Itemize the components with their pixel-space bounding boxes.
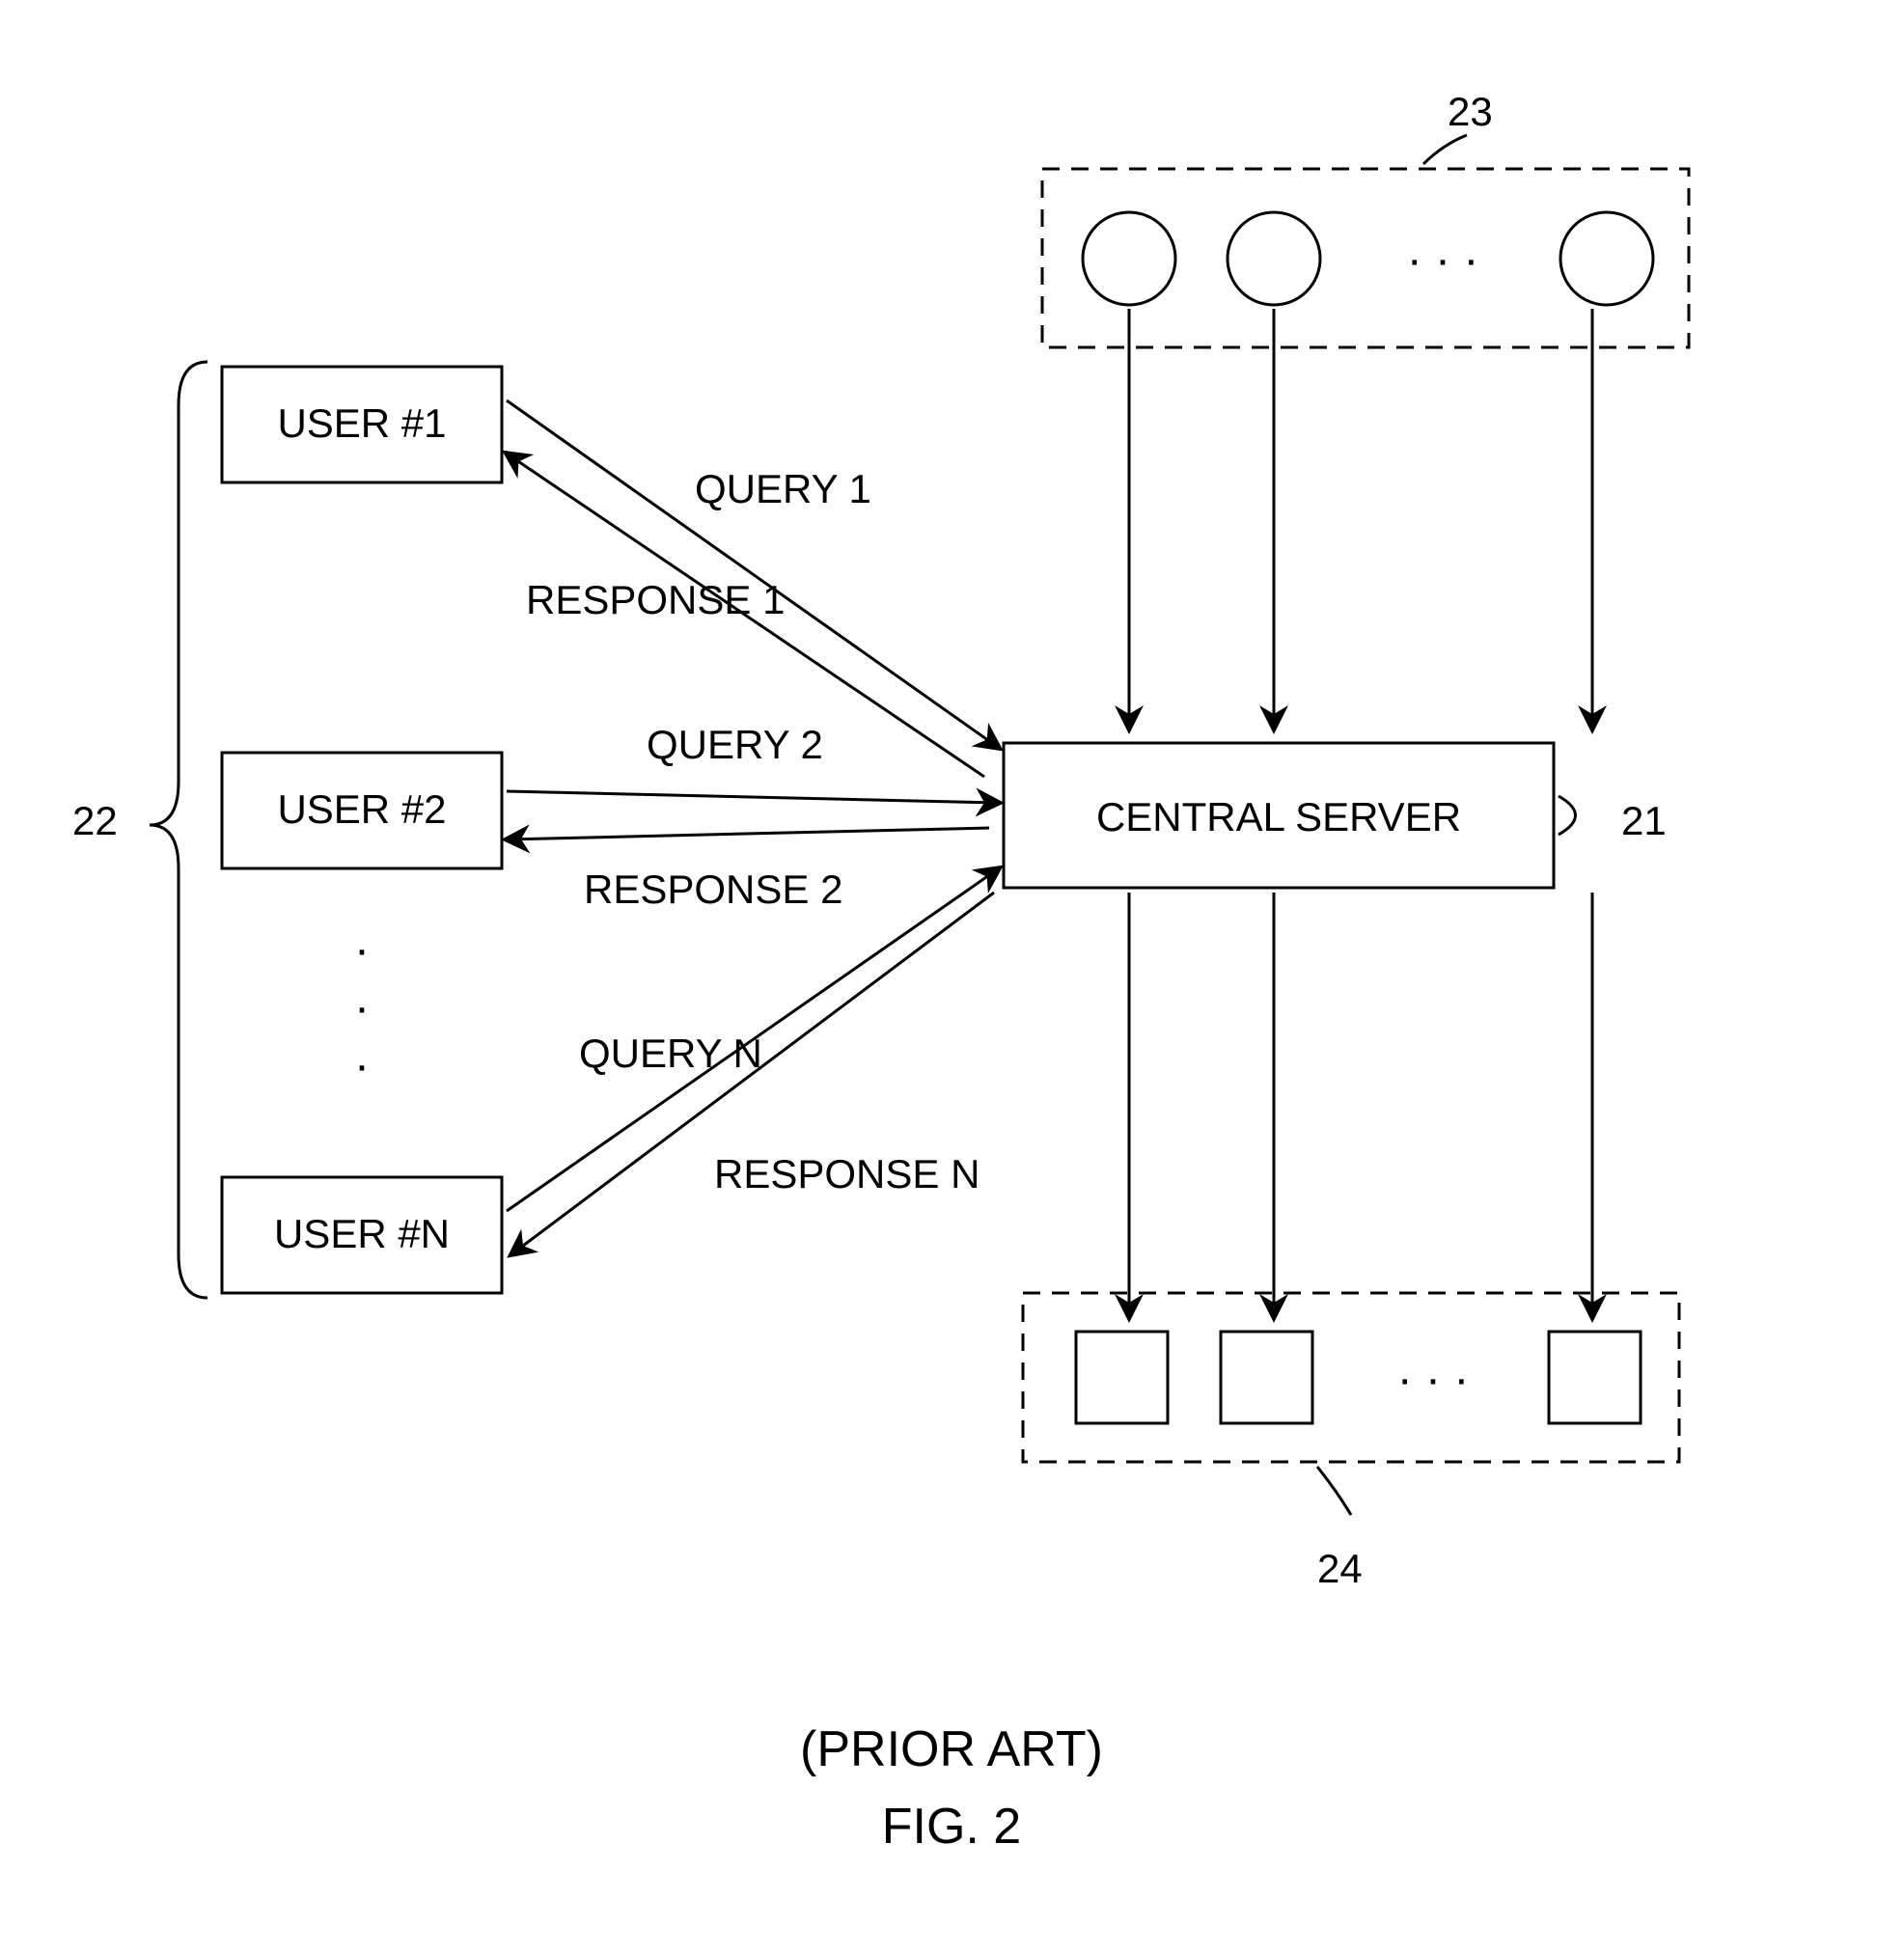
query-n-label: QUERY N	[579, 1031, 762, 1076]
response-1-label: RESPONSE 1	[526, 577, 785, 622]
user-label-2: USER #2	[277, 786, 446, 832]
users-vdots: ·	[354, 924, 370, 976]
sink-box	[1076, 1332, 1168, 1423]
caption-prior-art: (PRIOR ART)	[800, 1721, 1103, 1777]
user-label-n: USER #N	[274, 1211, 450, 1256]
sources-dots: · · ·	[1407, 234, 1479, 286]
ref-label-24: 24	[1317, 1546, 1363, 1591]
sinks-box	[1023, 1293, 1679, 1462]
source-circle	[1228, 212, 1320, 305]
central-server-label: CENTRAL SERVER	[1096, 794, 1461, 839]
users-vdots: ·	[354, 982, 370, 1033]
ref-tick-23	[1423, 135, 1467, 164]
caption-fig: FIG. 2	[882, 1799, 1021, 1855]
sink-box	[1221, 1332, 1312, 1423]
users-vdots: ·	[354, 1040, 370, 1091]
response-2-arrow	[507, 828, 989, 839]
query-1-label: QUERY 1	[695, 466, 871, 511]
source-circle	[1560, 212, 1653, 305]
ref-label-22: 22	[72, 798, 118, 843]
response-n-label: RESPONSE N	[714, 1151, 980, 1197]
diagram-svg: · · · 23 CENTRAL SERVER 21 · · · 24 USER…	[0, 0, 1904, 1953]
query-2-label: QUERY 2	[647, 722, 823, 767]
users-brace	[150, 362, 207, 1298]
sinks-dots: · · ·	[1397, 1354, 1470, 1405]
query-1-arrow	[507, 400, 999, 748]
ref-label-23: 23	[1448, 89, 1493, 134]
ref-label-21: 21	[1621, 798, 1667, 843]
query-2-arrow	[507, 791, 999, 803]
sink-box	[1549, 1332, 1641, 1423]
response-2-label: RESPONSE 2	[584, 866, 842, 912]
source-circle	[1083, 212, 1175, 305]
user-label-1: USER #1	[277, 400, 446, 446]
ref-tick-24	[1317, 1467, 1351, 1515]
ref-tick-21	[1559, 796, 1576, 835]
